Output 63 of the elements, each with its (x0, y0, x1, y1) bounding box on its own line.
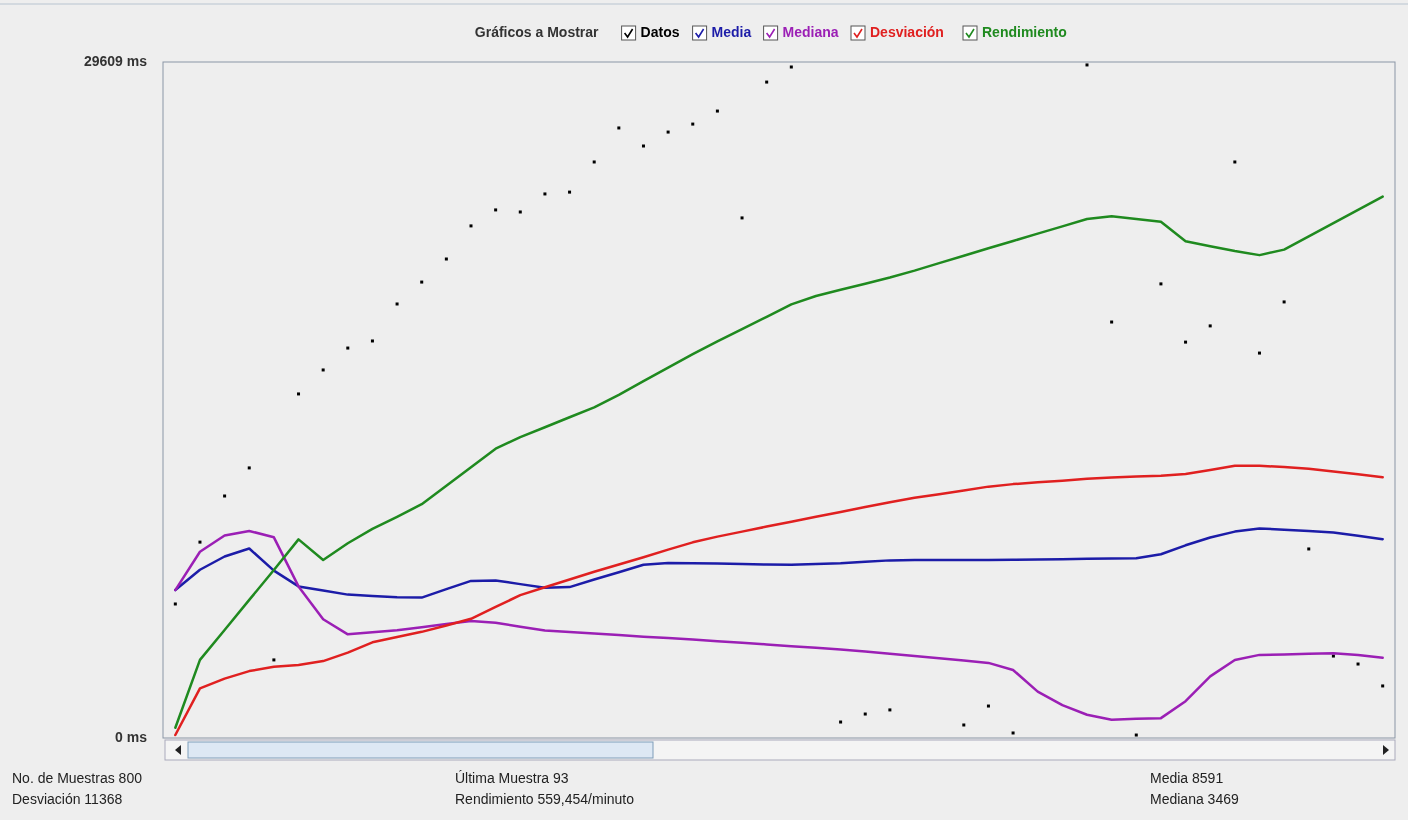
point (420, 280, 424, 284)
text: Rendimiento 559,454/minuto (455, 791, 635, 807)
point (494, 208, 498, 212)
point (272, 658, 276, 662)
text: Última Muestra 93 (455, 770, 569, 786)
point (543, 192, 547, 196)
point (715, 109, 719, 113)
legend-label: Rendimiento (982, 23, 1067, 40)
point (1356, 662, 1360, 666)
point (297, 392, 301, 396)
text: Desviación 11368 (12, 791, 123, 807)
point (1257, 351, 1261, 355)
point (321, 368, 325, 372)
legend-title: Gráficos a Mostrar (474, 23, 600, 40)
point (789, 65, 793, 69)
legend-label: Media (711, 23, 752, 40)
point (1233, 160, 1237, 164)
point (691, 122, 695, 126)
point (1381, 684, 1385, 688)
point (1184, 340, 1188, 344)
point (1011, 731, 1015, 735)
point (370, 339, 374, 343)
text: Mediana 3469 (1150, 791, 1239, 807)
line-series (174, 464, 1384, 737)
line-series (174, 527, 1384, 599)
point (1159, 282, 1163, 286)
line-series (174, 529, 1384, 721)
point (666, 130, 670, 134)
point (839, 720, 843, 724)
legend-label: Desviación (870, 23, 944, 40)
point (173, 602, 177, 606)
point (568, 190, 572, 194)
point (198, 540, 202, 544)
legend-label: Datos (640, 23, 680, 40)
point (223, 494, 227, 498)
text: Media 8591 (1150, 770, 1224, 786)
point (1134, 733, 1138, 737)
point (395, 302, 399, 306)
point (1208, 324, 1212, 328)
point (962, 723, 966, 727)
point (469, 224, 473, 228)
point (592, 160, 596, 164)
y-tick-label: 0 ms (115, 728, 148, 745)
point (1307, 547, 1311, 551)
point (346, 346, 350, 350)
point (617, 126, 621, 130)
point (765, 80, 769, 84)
point (1282, 300, 1286, 304)
point (247, 466, 251, 470)
point (1110, 320, 1114, 324)
point (986, 704, 990, 708)
point (518, 210, 522, 214)
point (740, 216, 744, 220)
point (888, 708, 892, 712)
y-tick-label: 29609 ms (83, 52, 148, 69)
legend-label: Mediana (782, 23, 839, 40)
point (1085, 63, 1089, 67)
point (1331, 654, 1335, 658)
text: No. de Muestras 800 (12, 770, 143, 786)
line-series (174, 195, 1384, 729)
point (444, 257, 448, 261)
point (863, 712, 867, 716)
point (641, 144, 645, 148)
